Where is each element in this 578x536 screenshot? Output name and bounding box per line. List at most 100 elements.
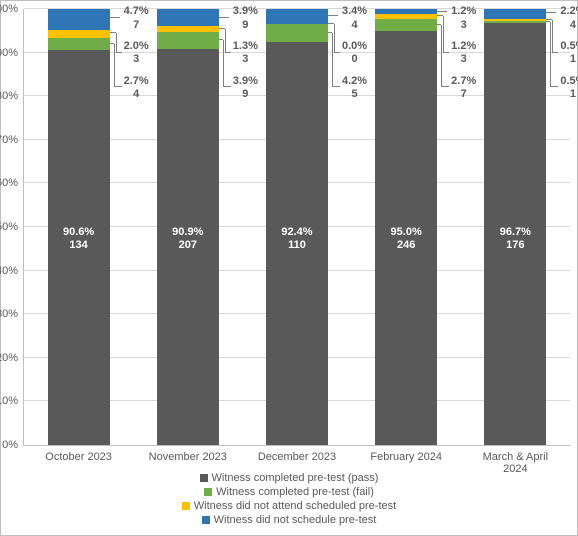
- y-tick-label: 20%: [0, 352, 18, 364]
- callout-no-attend: 1.3% 3: [233, 40, 258, 66]
- callout-count: 0: [351, 53, 357, 65]
- callout-pct: 3.4%: [342, 5, 367, 17]
- callout-count: 3: [461, 19, 467, 31]
- plot-area: 0% 10% 20% 30% 40% 50% 60% 70% 80% 90% 1…: [23, 9, 570, 446]
- callout-pct: 2.7%: [124, 75, 149, 87]
- leader-line: [114, 44, 115, 88]
- bar-group: 90.9% 207 November 2023 3.9% 9 1.3% 3: [157, 9, 219, 445]
- leader-line: [110, 17, 120, 18]
- pass-pct: 96.7%: [500, 226, 531, 238]
- segment-fail: [157, 32, 219, 49]
- callout-pct: 2.2%: [560, 5, 578, 17]
- pass-data-label: 90.6% 134: [48, 226, 110, 254]
- leader-line: [552, 52, 558, 53]
- legend-swatch-icon: [202, 516, 210, 524]
- segment-no-schedule: [157, 9, 219, 26]
- leader-line: [334, 52, 340, 53]
- callout-count: 4: [351, 19, 357, 31]
- callout-count: 4: [570, 19, 576, 31]
- callout-pct: 0.0%: [342, 40, 367, 52]
- pass-data-label: 90.9% 207: [157, 226, 219, 254]
- pass-pct: 90.9%: [172, 226, 203, 238]
- callout-count: 9: [242, 88, 248, 100]
- callout-pct: 4.7%: [124, 5, 149, 17]
- leader-line: [550, 22, 551, 87]
- callout-pct: 4.2%: [342, 75, 367, 87]
- x-tick-label: March & April 2024: [472, 451, 559, 475]
- leader-line: [552, 20, 553, 53]
- y-tick-label: 0%: [0, 439, 18, 451]
- callout-count: 4: [133, 88, 139, 100]
- leader-line: [219, 17, 229, 18]
- callout-no-attend: 0.0% 0: [342, 40, 367, 66]
- bar-group: 96.7% 176 March & April 2024 2.2% 4 0.5%…: [484, 9, 546, 445]
- callout-count: 3: [461, 53, 467, 65]
- x-tick-label: February 2024: [363, 451, 450, 463]
- y-tick-label: 10%: [0, 395, 18, 407]
- y-tick-label: 40%: [0, 265, 18, 277]
- leader-line: [116, 33, 117, 53]
- leader-line: [114, 86, 122, 87]
- pass-pct: 95.0%: [391, 226, 422, 238]
- y-tick-label: 100%: [0, 3, 18, 15]
- callout-no-attend: 2.0% 3: [124, 40, 149, 66]
- callout-no-attend: 1.2% 3: [451, 40, 476, 66]
- leader-line: [546, 12, 556, 13]
- segment-fail: [266, 24, 328, 42]
- callout-pct: 0.5%: [560, 75, 578, 87]
- y-tick-label: 70%: [0, 134, 18, 146]
- leader-line: [441, 25, 442, 87]
- bar-group: 90.6% 134 October 2023 4.7% 7 2.0% 3: [48, 9, 110, 445]
- segment-no-schedule: [48, 9, 110, 29]
- pass-pct: 92.4%: [281, 226, 312, 238]
- legend-item: Witness did not attend scheduled pre-tes…: [182, 500, 396, 512]
- legend-swatch-icon: [200, 474, 208, 482]
- x-tick-label: November 2023: [144, 451, 231, 463]
- legend-label: Witness did not attend scheduled pre-tes…: [194, 500, 396, 512]
- callout-no-schedule: 2.2% 4: [560, 5, 578, 31]
- callout-fail: 0.5% 1: [560, 75, 578, 101]
- callout-count: 5: [351, 88, 357, 100]
- pass-count: 207: [179, 239, 197, 251]
- callout-count: 3: [242, 53, 248, 65]
- segment-fail: [48, 38, 110, 50]
- pass-data-label: 95.0% 246: [375, 226, 437, 254]
- segment-fail: [375, 19, 437, 31]
- callout-pct: 2.0%: [124, 40, 149, 52]
- segment-no-attend: [48, 30, 110, 39]
- y-tick-label: 50%: [0, 221, 18, 233]
- callout-pct: 1.2%: [451, 5, 476, 17]
- callout-no-schedule: 3.4% 4: [342, 5, 367, 31]
- callout-pct: 3.9%: [233, 5, 258, 17]
- callout-pct: 2.7%: [451, 75, 476, 87]
- leader-line: [334, 24, 335, 53]
- y-tick-label: 90%: [0, 47, 18, 59]
- leader-line: [223, 86, 231, 87]
- leader-line: [443, 16, 444, 52]
- callout-fail: 2.7% 4: [124, 75, 149, 101]
- callout-pct: 0.5%: [560, 40, 578, 52]
- callout-count: 9: [242, 19, 248, 31]
- leader-line: [328, 15, 338, 16]
- leader-line: [332, 33, 333, 88]
- segment-no-schedule: [266, 9, 328, 24]
- callout-fail: 4.2% 5: [342, 75, 367, 101]
- legend-label: Witness completed pre-test (pass): [212, 472, 379, 484]
- pass-count: 246: [397, 239, 415, 251]
- callout-no-schedule: 1.2% 3: [451, 5, 476, 31]
- bars-area: 90.6% 134 October 2023 4.7% 7 2.0% 3: [24, 9, 570, 445]
- callout-pct: 3.9%: [233, 75, 258, 87]
- callout-no-schedule: 4.7% 7: [124, 5, 149, 31]
- pass-pct: 90.6%: [63, 226, 94, 238]
- legend-swatch-icon: [204, 488, 212, 496]
- callout-fail: 2.7% 7: [451, 75, 476, 101]
- y-tick-label: 80%: [0, 90, 18, 102]
- y-tick-label: 30%: [0, 308, 18, 320]
- leader-line: [443, 52, 449, 53]
- leader-line: [332, 86, 340, 87]
- x-tick-label: October 2023: [35, 451, 122, 463]
- x-tick-label: December 2023: [254, 451, 341, 463]
- legend-item: Witness completed pre-test (fail): [204, 486, 374, 498]
- legend-item: Witness did not schedule pre-test: [202, 514, 377, 526]
- pass-data-label: 96.7% 176: [484, 226, 546, 254]
